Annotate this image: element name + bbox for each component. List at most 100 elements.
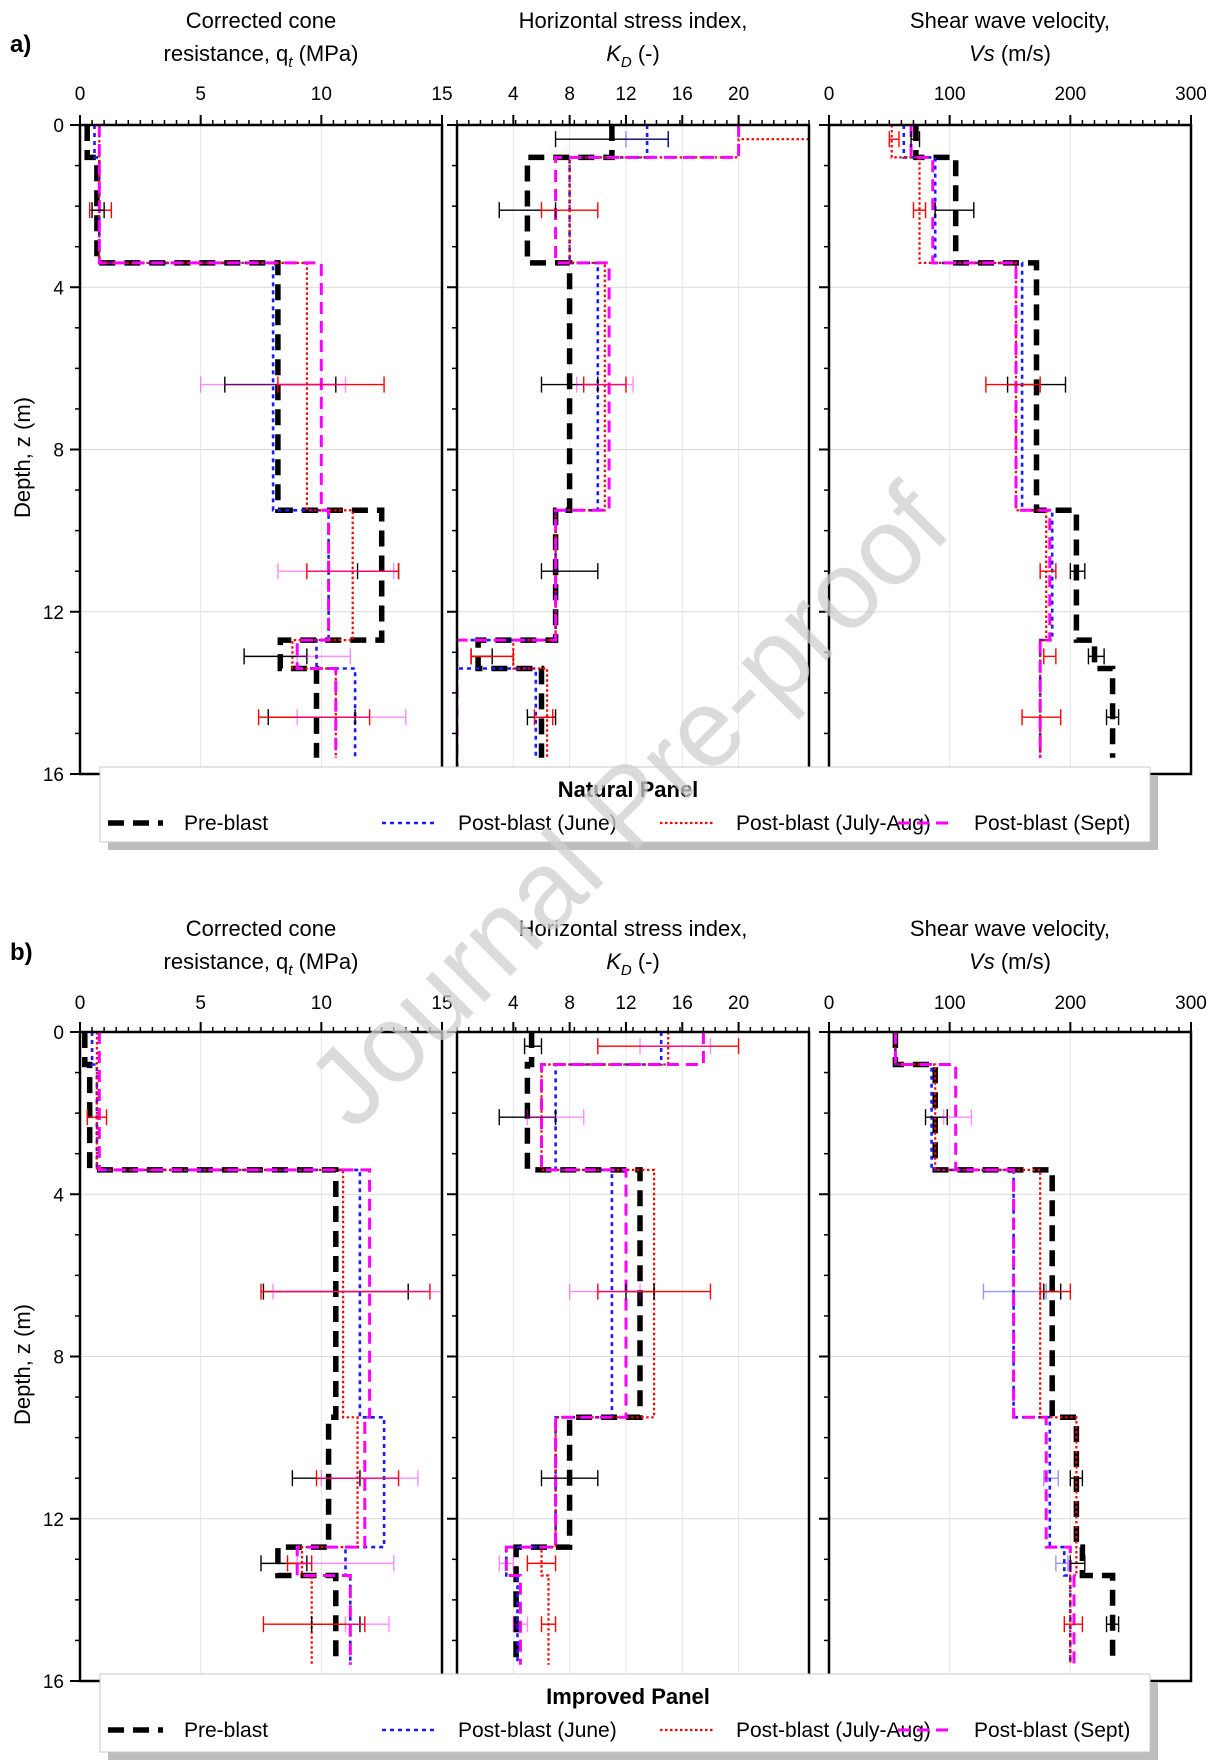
series-group xyxy=(498,1032,740,1665)
y-tick-label: 8 xyxy=(53,1348,64,1369)
errorbar-julyaug xyxy=(260,1283,431,1300)
series-line-pre xyxy=(475,125,615,758)
subplot-title-line2: resistance, qt (MPa) xyxy=(164,41,359,71)
subplot-3: 0 100 200 300 Shear wave velocity, Vs (m/s) xyxy=(819,916,1207,1683)
subplot-1: 0 5 10 15 0 4 8 12 16 Corrected cone resistance, q… xyxy=(43,916,453,1693)
series-group xyxy=(457,125,809,774)
subplot-title-line2: Vs (m/s) xyxy=(969,41,1051,66)
errorbar-sept xyxy=(296,1555,395,1572)
x-tick-label: 100 xyxy=(934,84,966,105)
errorbar-pre xyxy=(924,1109,948,1126)
legend-label-julyaug: Post-blast (July-Aug) xyxy=(736,1719,931,1742)
x-tick-label: 300 xyxy=(1175,84,1207,105)
x-tick-label: 0 xyxy=(824,993,835,1014)
errorbar-julyaug xyxy=(315,1470,400,1487)
legend-label-sept: Post-blast (Sept) xyxy=(974,1719,1130,1742)
errorbar-pre xyxy=(1087,648,1105,665)
errorbar-julyaug xyxy=(1063,1616,1084,1633)
series-line-pre xyxy=(82,1032,339,1665)
legend-label-june: Post-blast (June) xyxy=(458,812,617,835)
series-line-sept xyxy=(97,1032,372,1665)
subplot-title-line1: Shear wave velocity, xyxy=(910,916,1110,941)
errorbar-julyaug xyxy=(262,1616,366,1633)
y-tick-label: 12 xyxy=(43,1510,64,1531)
subplot-title-line1: Shear wave velocity, xyxy=(910,8,1110,33)
x-tick-label: 0 xyxy=(824,84,835,105)
legend-label-sept: Post-blast (Sept) xyxy=(974,812,1130,835)
subplot-2: 4 8 12 16 20 Horizontal stress index, KD (-) xyxy=(447,916,811,1683)
series-group xyxy=(892,1032,1120,1665)
errorbar-julyaug xyxy=(1039,563,1057,580)
errorbar-julyaug xyxy=(985,376,1041,393)
errorbar-sept xyxy=(575,376,634,393)
subplot-title-line2: KD (-) xyxy=(606,41,660,71)
legend-label-june: Post-blast (June) xyxy=(458,1719,617,1742)
x-tick-label: 0 xyxy=(75,993,86,1014)
errorbar-julyaug xyxy=(277,376,385,393)
series-line-julyaug xyxy=(98,125,354,758)
errorbar-pre xyxy=(1105,709,1120,726)
errorbar-june xyxy=(625,131,669,148)
errorbar-julyaug xyxy=(533,709,554,726)
x-tick-label: 12 xyxy=(615,84,636,105)
errorbar-pre xyxy=(910,131,921,148)
x-tick-label: 12 xyxy=(615,993,636,1014)
errorbar-pre xyxy=(91,202,105,219)
errorbar-julyaug xyxy=(540,202,599,219)
series-group xyxy=(888,125,1120,758)
panel-label: b) xyxy=(10,939,33,966)
x-tick-label: 8 xyxy=(564,993,575,1014)
series-line-sept xyxy=(909,125,1052,758)
errorbar-julyaug xyxy=(1021,709,1062,726)
subplot-title-line1: Horizontal stress index, xyxy=(519,8,748,33)
legend-label-pre: Pre-blast xyxy=(184,1719,268,1742)
subplot-1: 0 5 10 15 0 4 8 12 16 Corrected cone resistance, q… xyxy=(43,8,453,786)
subplot-title-line1: Corrected cone xyxy=(186,916,336,941)
legend: Natural Panel Pre-blast Post-blast (June) P… xyxy=(99,766,1158,850)
y-tick-label: 0 xyxy=(53,1023,64,1044)
x-tick-label: 5 xyxy=(195,84,206,105)
series-line-julyaug xyxy=(540,1032,670,1665)
errorbar-sept xyxy=(344,1616,390,1633)
errorbar-julyaug xyxy=(540,1616,557,1633)
errorbar-sept xyxy=(277,563,395,580)
x-tick-label: 15 xyxy=(431,993,452,1014)
y-tick-label: 0 xyxy=(53,116,64,137)
errorbar-june xyxy=(1043,1470,1059,1487)
series-line-pre xyxy=(84,125,385,758)
panel-label: a) xyxy=(10,31,31,58)
errorbar-pre xyxy=(243,648,308,665)
errorbar-julyaug xyxy=(86,1109,108,1126)
legend-label-pre: Pre-blast xyxy=(184,812,268,835)
x-tick-label: 15 xyxy=(431,84,452,105)
x-tick-label: 0 xyxy=(75,84,86,105)
series-line-june xyxy=(90,1032,386,1665)
series-group xyxy=(82,1032,442,1665)
errorbar-sept xyxy=(199,376,347,393)
y-tick-label: 12 xyxy=(43,603,64,624)
y-axis-label: Depth, z (m) xyxy=(10,397,35,518)
x-tick-label: 5 xyxy=(195,993,206,1014)
x-tick-label: 200 xyxy=(1054,993,1086,1014)
series-line-june xyxy=(902,125,1054,758)
errorbar-sept xyxy=(942,1109,973,1126)
errorbar-julyaug xyxy=(526,1555,557,1572)
series-line-june xyxy=(93,125,357,758)
errorbar-julyaug xyxy=(286,1555,313,1572)
subplot-title-line2: Vs (m/s) xyxy=(969,949,1051,974)
errorbar-sept xyxy=(512,1616,529,1633)
errorbar-sept xyxy=(568,1283,641,1300)
series-group xyxy=(84,125,407,758)
subplot-title-line1: Corrected cone xyxy=(186,8,336,33)
x-tick-label: 8 xyxy=(564,84,575,105)
y-axis-label: Depth, z (m) xyxy=(10,1304,35,1425)
series-line-julyaug xyxy=(894,1032,1078,1665)
legend-title: Improved Panel xyxy=(546,1684,710,1709)
errorbar-sept xyxy=(498,1555,515,1572)
errorbar-julyaug xyxy=(912,202,927,219)
errorbar-julyaug xyxy=(583,376,627,393)
series-line-june xyxy=(894,1032,1072,1665)
legend-label-julyaug: Post-blast (July-Aug) xyxy=(736,812,931,835)
legend-box xyxy=(99,766,1151,843)
